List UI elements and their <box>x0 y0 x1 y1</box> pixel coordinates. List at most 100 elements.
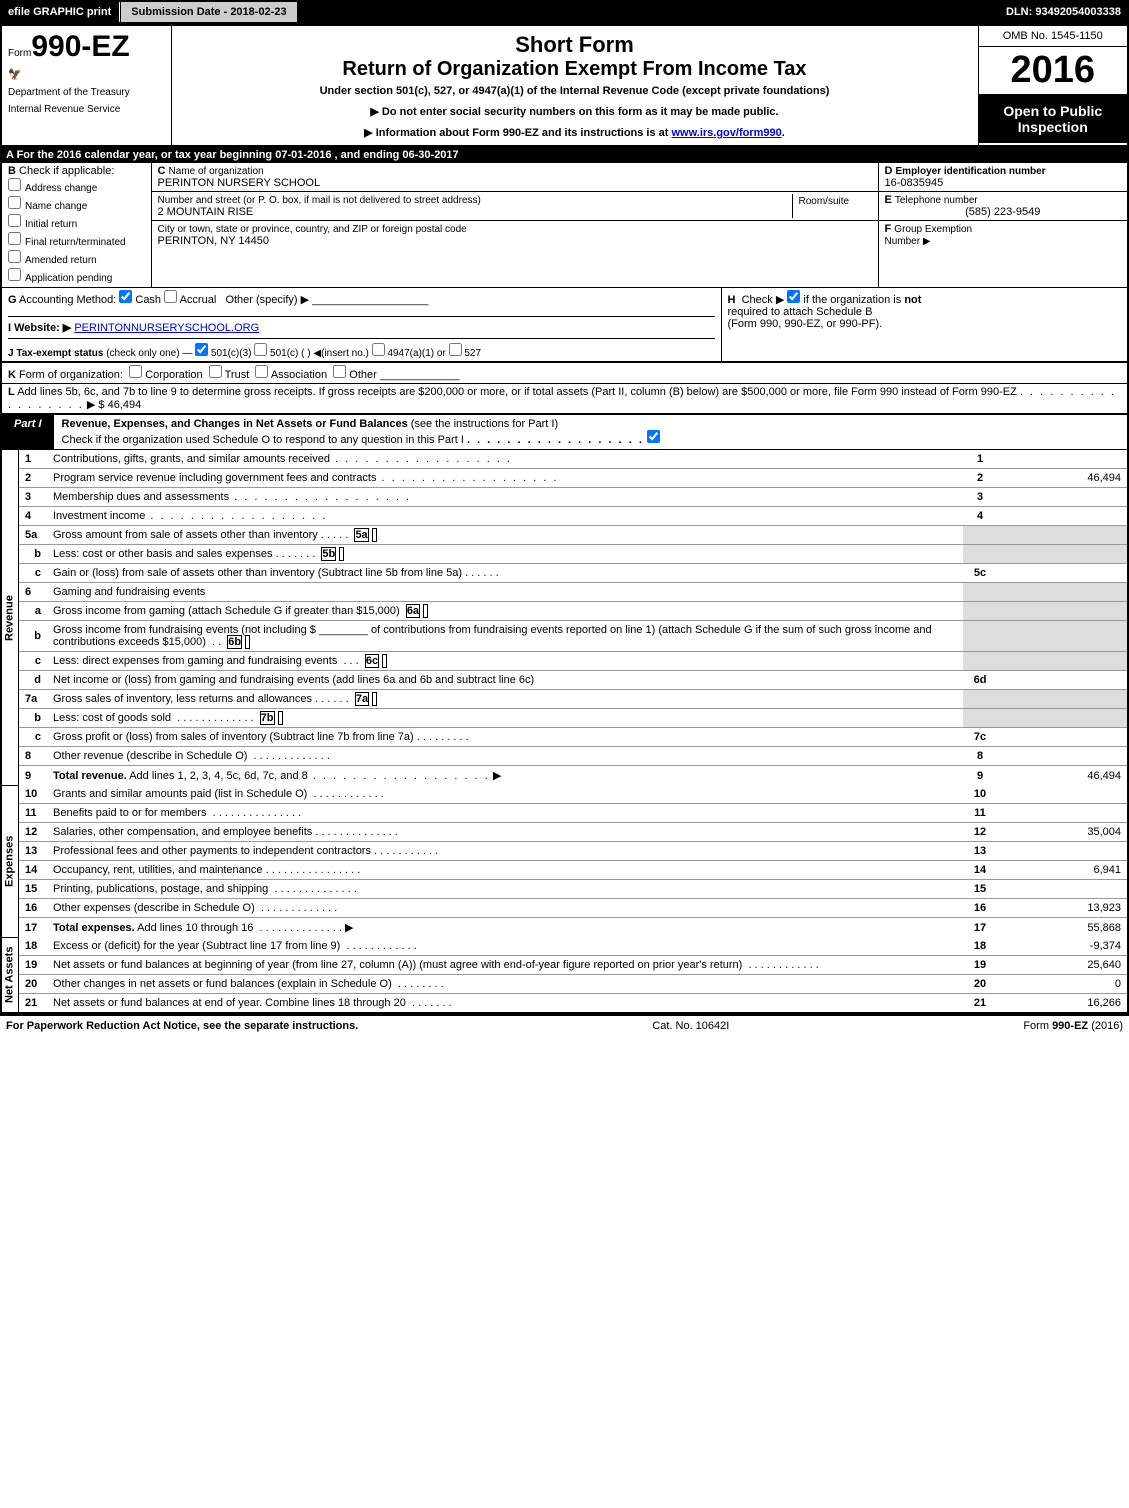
line-8: 8Other revenue (describe in Schedule O) … <box>19 747 1127 766</box>
k-text: Form of organization: <box>19 369 123 381</box>
g-other: Other (specify) ▶ <box>225 294 309 306</box>
rowa-end: 06-30-2017 <box>402 149 458 161</box>
line-7b: bLess: cost of goods sold . . . . . . . … <box>19 709 1127 728</box>
form-number: 990-EZ <box>31 30 129 63</box>
g-text: Accounting Method: <box>19 294 116 306</box>
h-ifnot: if the organization is <box>803 294 901 306</box>
org-address: 2 MOUNTAIN RISE <box>158 206 254 218</box>
h-checkbox[interactable] <box>787 290 800 303</box>
part1-schedo-checkbox[interactable] <box>647 430 660 443</box>
c-city-label: City or town, state or province, country… <box>158 224 467 235</box>
form-prefix: Form <box>8 48 31 59</box>
section-c: C Name of organization PERINTON NURSERY … <box>151 163 878 287</box>
h-form: (Form 990, 990-EZ, or 990-PF). <box>728 318 883 330</box>
side-netassets: Net Assets <box>1 937 19 1013</box>
chk-name-change[interactable]: Name change <box>8 195 145 213</box>
g-cash: Cash <box>135 294 161 306</box>
identity-block: B Check if applicable: Address change Na… <box>0 163 1129 287</box>
line-3: 3Membership dues and assessments3 <box>19 488 1127 507</box>
info-about: ▶ Information about Form 990-EZ and its … <box>178 126 972 139</box>
g-label: G <box>8 294 17 306</box>
j-501c3: 501(c)(3) <box>211 348 252 359</box>
h-req: required to attach Schedule B <box>728 306 873 318</box>
l-text: Add lines 5b, 6c, and 7b to line 9 to de… <box>17 386 1017 398</box>
short-form-title: Short Form <box>178 32 972 58</box>
h-not: not <box>904 294 921 306</box>
chk-initial-return[interactable]: Initial return <box>8 213 145 231</box>
footer: For Paperwork Reduction Act Notice, see … <box>0 1014 1129 1036</box>
form-number-cell: Form990-EZ 🦅 <box>2 26 171 85</box>
form990-link[interactable]: www.irs.gov/form990 <box>672 127 782 139</box>
k-corp-checkbox[interactable] <box>129 365 142 378</box>
j-4947: 4947(a)(1) or <box>387 348 445 359</box>
g-accrual-checkbox[interactable] <box>164 290 177 303</box>
rowa-mid: , and ending <box>335 149 403 161</box>
line-11: 11Benefits paid to or for members . . . … <box>19 804 1127 823</box>
top-bar: efile GRAPHIC print Submission Date - 20… <box>0 0 1129 24</box>
line-12: 12Salaries, other compensation, and empl… <box>19 823 1127 842</box>
chk-final-return[interactable]: Final return/terminated <box>8 231 145 249</box>
part1-paren: (see the instructions for Part I) <box>411 418 558 430</box>
revenue-lines: 1Contributions, gifts, grants, and simil… <box>19 450 1127 785</box>
org-name: PERINTON NURSERY SCHOOL <box>158 177 321 189</box>
g-cash-checkbox[interactable] <box>119 290 132 303</box>
efile-print-button[interactable]: efile GRAPHIC print <box>0 2 120 22</box>
k-trust-checkbox[interactable] <box>209 365 222 378</box>
line-2: 2Program service revenue including gover… <box>19 469 1127 488</box>
line-6c: cLess: direct expenses from gaming and f… <box>19 652 1127 671</box>
k-other: Other <box>349 369 377 381</box>
info-pre: ▶ Information about Form 990-EZ and its … <box>364 127 671 139</box>
c-addr-label: Number and street (or P. O. box, if mail… <box>158 195 481 206</box>
b-check-if: Check if applicable: <box>19 165 114 177</box>
chk-amended-return[interactable]: Amended return <box>8 249 145 267</box>
f-label: F <box>885 223 892 235</box>
open-to-public: Open to Public Inspection <box>979 95 1128 143</box>
line-18: 18Excess or (deficit) for the year (Subt… <box>19 937 1127 956</box>
f-grp-label: Group Exemption <box>894 224 972 235</box>
line-21: 21Net assets or fund balances at end of … <box>19 994 1127 1013</box>
header-table: Form990-EZ 🦅 Department of the Treasury … <box>0 24 1129 147</box>
room-suite-label: Room/suite <box>792 194 872 218</box>
footer-right: Form 990-EZ (2016) <box>1023 1020 1123 1032</box>
j-paren: (check only one) — <box>106 348 192 359</box>
section-h: H Check ▶ if the organization is not req… <box>721 288 1128 363</box>
d-label: D <box>885 165 893 177</box>
submission-date-button[interactable]: Submission Date - 2018-02-23 <box>120 1 297 23</box>
l-label: L <box>8 386 15 398</box>
f-grp-label2: Number ▶ <box>885 236 931 247</box>
j-527-checkbox[interactable] <box>449 343 462 356</box>
k-corp: Corporation <box>145 369 202 381</box>
chk-application-pending[interactable]: Application pending <box>8 267 145 285</box>
j-4947-checkbox[interactable] <box>372 343 385 356</box>
expense-lines: 10Grants and similar amounts paid (list … <box>19 785 1127 937</box>
side-expenses: Expenses <box>1 785 19 937</box>
j-label: J Tax-exempt status <box>8 348 103 359</box>
section-def: D Employer identification number 16-0835… <box>878 163 1128 287</box>
line-17: 17Total expenses. Add lines 10 through 1… <box>19 918 1127 938</box>
e-tel-label: Telephone number <box>895 195 978 206</box>
j-501c-checkbox[interactable] <box>254 343 267 356</box>
line-15: 15Printing, publications, postage, and s… <box>19 880 1127 899</box>
open-l2: Inspection <box>1018 119 1088 135</box>
website-link[interactable]: PERINTONNURSERYSCHOOL.ORG <box>74 322 259 334</box>
dln-label: DLN: 93492054003338 <box>998 2 1129 22</box>
return-title: Return of Organization Exempt From Incom… <box>178 58 972 81</box>
line-6: 6Gaming and fundraising events <box>19 583 1127 602</box>
line-5b: bLess: cost or other basis and sales exp… <box>19 545 1127 564</box>
line-5a: 5aGross amount from sale of assets other… <box>19 526 1127 545</box>
chk-address-change[interactable]: Address change <box>8 177 145 195</box>
org-city: PERINTON, NY 14450 <box>158 235 269 247</box>
row-a-tax-year: A For the 2016 calendar year, or tax yea… <box>0 147 1129 163</box>
h-check: Check ▶ <box>742 294 785 306</box>
d-ein-label: Employer identification number <box>896 166 1046 177</box>
g-accrual: Accrual <box>180 294 217 306</box>
k-assoc-checkbox[interactable] <box>255 365 268 378</box>
j-501c3-checkbox[interactable] <box>195 343 208 356</box>
part1-header: Part I Revenue, Expenses, and Changes in… <box>0 413 1129 450</box>
k-other-checkbox[interactable] <box>333 365 346 378</box>
line-19: 19Net assets or fund balances at beginni… <box>19 956 1127 975</box>
c-name-label: Name of organization <box>169 166 264 177</box>
section-k: K Form of organization: Corporation Trus… <box>0 363 1129 384</box>
part1-label: Part I <box>2 415 54 449</box>
j-501c: 501(c) ( ) ◀(insert no.) <box>270 348 369 359</box>
